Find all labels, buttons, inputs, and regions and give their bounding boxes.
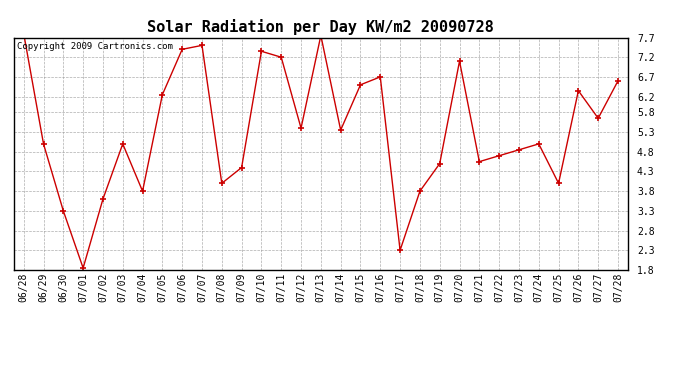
Title: Solar Radiation per Day KW/m2 20090728: Solar Radiation per Day KW/m2 20090728 xyxy=(148,19,494,35)
Text: Copyright 2009 Cartronics.com: Copyright 2009 Cartronics.com xyxy=(17,42,172,51)
